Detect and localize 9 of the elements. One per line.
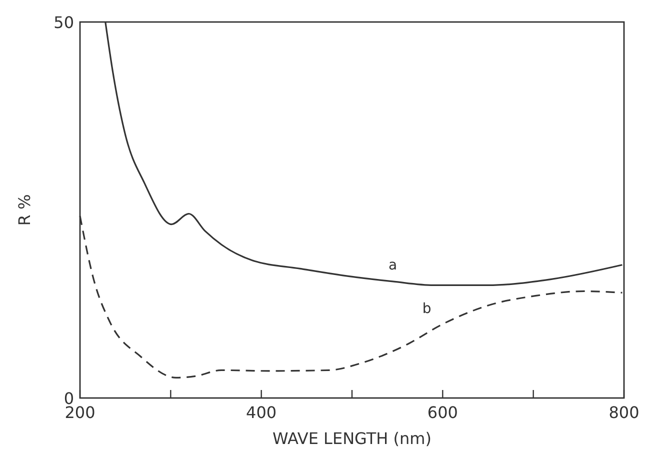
y-axis-title: R % xyxy=(15,194,34,226)
x-tick-label: 600 xyxy=(427,403,458,422)
y-tick-label: 50 xyxy=(54,13,74,32)
x-tick-label: 400 xyxy=(246,403,277,422)
series-label: a xyxy=(388,257,398,274)
x-axis-title: WAVE LENGTH (nm) xyxy=(272,429,432,448)
x-tick-label: 200 xyxy=(64,403,96,422)
series-label: b xyxy=(422,301,432,318)
x-tick-label: 800 xyxy=(608,403,640,422)
